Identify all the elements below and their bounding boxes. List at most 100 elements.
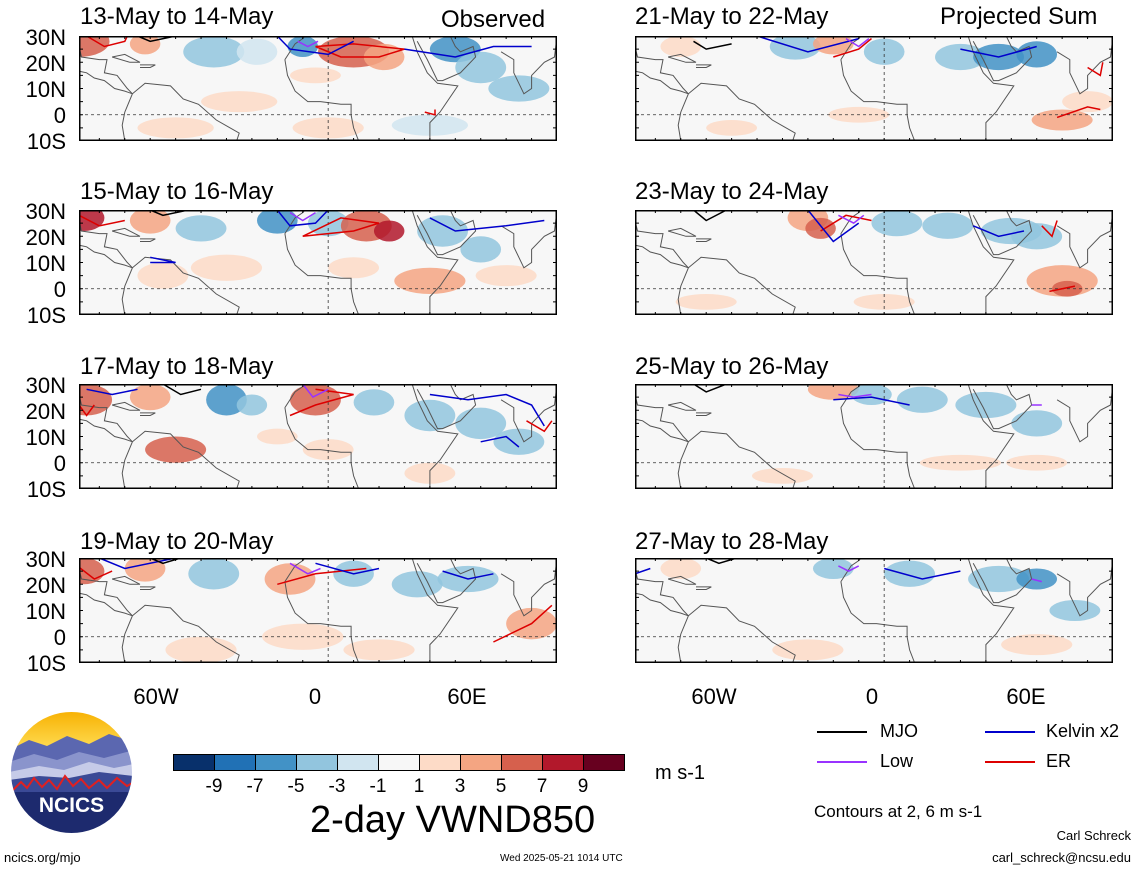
- lon-label-60e: 60E: [447, 684, 487, 709]
- wave-contour: [86, 388, 138, 396]
- wind-anomaly-shading: [896, 386, 948, 413]
- wave-contour: [972, 225, 1025, 238]
- kelvin-legend-label: Kelvin x2: [1046, 721, 1120, 741]
- lat-label-eq: 0: [53, 451, 66, 476]
- lat-label-30n: 30N: [25, 547, 66, 572]
- wind-anomaly-shading: [660, 558, 702, 579]
- colorbar-tick: 7: [536, 776, 548, 797]
- wave-contour: [833, 38, 872, 58]
- coastline: [121, 256, 240, 316]
- wind-anomaly-shading: [660, 36, 702, 57]
- wind-anomaly-shading: [772, 639, 844, 661]
- coastline: [73, 212, 133, 269]
- wind-anomaly-shading: [394, 267, 466, 294]
- coastline: [696, 64, 712, 68]
- wave-contour: [73, 562, 113, 580]
- observed-label: Observed: [441, 6, 546, 33]
- colorbar-cell: [255, 754, 297, 771]
- lat-label-10s: 10S: [26, 129, 66, 154]
- wind-anomaly-shading: [302, 439, 354, 461]
- wave-contour: [693, 209, 727, 222]
- wind-anomaly-shading: [1031, 109, 1093, 131]
- coastline: [1056, 209, 1114, 269]
- coastline: [629, 212, 689, 269]
- contours-note: Contours at 2, 6 m s-1: [814, 802, 983, 821]
- wind-anomaly-shading: [183, 36, 245, 68]
- map-panel-projected-4: [629, 544, 1114, 674]
- footer-email[interactable]: carl_schreck@ncsu.edu: [992, 850, 1131, 865]
- wind-anomaly-shading: [812, 558, 854, 579]
- lat-label-10n: 10N: [25, 425, 66, 450]
- map-frame: [79, 36, 557, 141]
- map-frame: [635, 36, 1113, 141]
- variable-title: 2-day VWND850: [310, 799, 596, 841]
- coastline: [416, 209, 477, 256]
- wind-anomaly-shading: [201, 91, 278, 113]
- lat-label-30n: 30N: [25, 373, 66, 398]
- coastline: [629, 386, 689, 443]
- low-legend-label: Low: [880, 751, 914, 771]
- coastline: [972, 557, 1033, 604]
- colorbar-cell: [501, 754, 543, 771]
- wave-contour: [838, 565, 860, 572]
- coastline: [667, 227, 697, 237]
- wave-contour: [1087, 62, 1104, 77]
- coastline: [1056, 557, 1114, 617]
- map-panel-observed-3: [61, 370, 558, 500]
- mjo-legend-label: MJO: [880, 721, 918, 741]
- map-panel-projected-3: [629, 370, 1114, 500]
- wave-contour: [756, 35, 859, 53]
- coastline: [1056, 35, 1114, 95]
- wind-anomaly-shading: [175, 215, 227, 242]
- coastline: [972, 35, 1033, 82]
- map-panel-observed-4: [63, 544, 558, 674]
- coastline: [677, 256, 796, 316]
- wind-anomaly-shading: [751, 468, 813, 484]
- colorbar-cell: [296, 754, 338, 771]
- map-frame: [635, 210, 1113, 315]
- lat-label-eq: 0: [53, 625, 66, 650]
- wind-anomaly-shading: [256, 207, 298, 234]
- wind-anomaly-shading: [391, 571, 443, 598]
- colorbar-tick: -1: [369, 776, 387, 797]
- footer-url[interactable]: ncics.org/mjo: [4, 850, 81, 865]
- wind-anomaly-shading: [188, 558, 240, 590]
- coastline: [73, 38, 133, 95]
- panel-title-7: 25-May to 26-May: [635, 353, 829, 380]
- coastline: [121, 604, 240, 664]
- lat-label-10n: 10N: [25, 599, 66, 624]
- wind-anomaly-shading: [137, 117, 214, 139]
- coastline: [677, 82, 796, 142]
- coastline: [416, 35, 477, 82]
- wave-contour: [424, 109, 436, 116]
- wave-contour: [480, 435, 520, 448]
- coastline: [73, 560, 133, 617]
- coastline: [121, 82, 240, 142]
- wind-anomaly-shading: [968, 565, 1030, 593]
- ncics-logo: NCICS: [9, 710, 134, 835]
- wind-anomaly-shading: [706, 120, 758, 136]
- colorbar-cell: [173, 754, 215, 771]
- wind-anomaly-shading: [264, 563, 316, 595]
- coastline: [140, 64, 156, 68]
- wind-anomaly-shading: [475, 265, 537, 287]
- wave-contour: [1056, 106, 1101, 119]
- wave-contour: [1049, 285, 1076, 293]
- coastline: [500, 557, 558, 617]
- lat-label-eq: 0: [53, 103, 66, 128]
- panel-title-6: 23-May to 24-May: [635, 178, 829, 205]
- coastline: [677, 604, 796, 664]
- wave-contour: [289, 562, 321, 575]
- wave-contour: [833, 396, 910, 406]
- wind-anomaly-shading: [488, 75, 550, 102]
- wind-anomaly-shading: [675, 294, 737, 310]
- footer-timestamp: Wed 2025-05-21 1014 UTC: [500, 853, 623, 864]
- wave-contour: [820, 214, 872, 232]
- lat-label-20n: 20N: [25, 573, 66, 598]
- lat-label-20n: 20N: [25, 51, 66, 76]
- footer-author: Carl Schreck: [1056, 828, 1131, 843]
- wave-contour: [845, 37, 870, 48]
- wave-contour: [289, 211, 316, 222]
- lon-label-0: 0: [308, 684, 322, 709]
- colorbar-cell: [214, 754, 256, 771]
